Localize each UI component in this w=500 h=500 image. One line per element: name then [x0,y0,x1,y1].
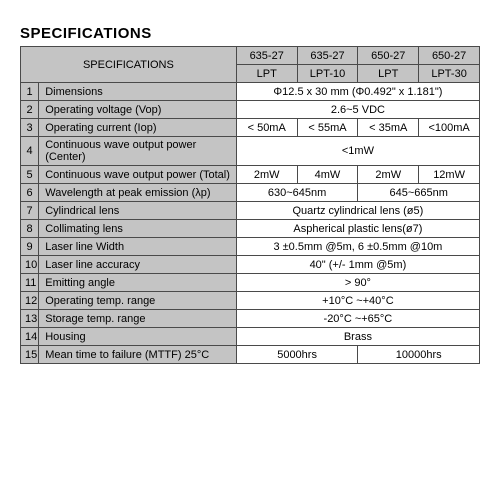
row-param: Operating voltage (Vop) [39,101,237,119]
row-value: Brass [236,328,479,346]
spec-table: SPECIFICATIONS 635-27 635-27 650-27 650-… [20,46,480,364]
row-num: 5 [21,166,39,184]
row-num: 15 [21,346,39,364]
row-param: Housing [39,328,237,346]
row-value: <1mW [236,137,479,166]
table-row: 2 Operating voltage (Vop) 2.6~5 VDC [21,101,480,119]
row-param: Mean time to failure (MTTF) 25°C [39,346,237,364]
header-c4a: 650-27 [419,47,480,65]
row-value: 2mW [236,166,297,184]
row-param: Collimating lens [39,220,237,238]
row-param: Laser line accuracy [39,256,237,274]
row-num: 6 [21,184,39,202]
row-value: -20°C ~+65°C [236,310,479,328]
row-num: 7 [21,202,39,220]
header-c1a: 635-27 [236,47,297,65]
table-row: 11 Emitting angle > 90° [21,274,480,292]
row-num: 12 [21,292,39,310]
header-c4b: LPT-30 [419,65,480,83]
row-param: Wavelength at peak emission (λp) [39,184,237,202]
header-c3b: LPT [358,65,419,83]
row-num: 14 [21,328,39,346]
row-param: Emitting angle [39,274,237,292]
table-row: 4 Continuous wave output power (Center) … [21,137,480,166]
row-value: Φ12.5 x 30 mm (Φ0.492" x 1.181") [236,83,479,101]
header-c1b: LPT [236,65,297,83]
row-num: 9 [21,238,39,256]
row-param: Continuous wave output power (Center) [39,137,237,166]
table-row: 12 Operating temp. range +10°C ~+40°C [21,292,480,310]
header-row-1: SPECIFICATIONS 635-27 635-27 650-27 650-… [21,47,480,65]
row-num: 10 [21,256,39,274]
row-param: Operating current (Iop) [39,119,237,137]
row-value: < 50mA [236,119,297,137]
row-value: 5000hrs [236,346,358,364]
row-param: Laser line Width [39,238,237,256]
row-value: 10000hrs [358,346,480,364]
table-row: 15 Mean time to failure (MTTF) 25°C 5000… [21,346,480,364]
row-value: 2mW [358,166,419,184]
row-num: 8 [21,220,39,238]
row-param: Storage temp. range [39,310,237,328]
row-value: < 35mA [358,119,419,137]
table-row: 9 Laser line Width 3 ±0.5mm @5m, 6 ±0.5m… [21,238,480,256]
table-row: 10 Laser line accuracy 40" (+/- 1mm @5m) [21,256,480,274]
row-value: < 55mA [297,119,358,137]
table-row: 14 Housing Brass [21,328,480,346]
row-value: <100mA [419,119,480,137]
row-param: Cylindrical lens [39,202,237,220]
row-value: 630~645nm [236,184,358,202]
row-num: 11 [21,274,39,292]
table-row: 7 Cylindrical lens Quartz cylindrical le… [21,202,480,220]
row-param: Dimensions [39,83,237,101]
table-row: 3 Operating current (Iop) < 50mA < 55mA … [21,119,480,137]
row-param: Operating temp. range [39,292,237,310]
row-value: 645~665nm [358,184,480,202]
table-row: 6 Wavelength at peak emission (λp) 630~6… [21,184,480,202]
row-num: 13 [21,310,39,328]
table-row: 13 Storage temp. range -20°C ~+65°C [21,310,480,328]
header-spec: SPECIFICATIONS [21,47,237,83]
row-num: 4 [21,137,39,166]
row-num: 2 [21,101,39,119]
row-value: 4mW [297,166,358,184]
row-param: Continuous wave output power (Total) [39,166,237,184]
header-c2a: 635-27 [297,47,358,65]
header-c2b: LPT-10 [297,65,358,83]
table-row: 5 Continuous wave output power (Total) 2… [21,166,480,184]
row-value: 2.6~5 VDC [236,101,479,119]
row-value: Aspherical plastic lens(ø7) [236,220,479,238]
page-title: SPECIFICATIONS [20,25,480,42]
row-num: 3 [21,119,39,137]
row-value: Quartz cylindrical lens (ø5) [236,202,479,220]
table-row: 8 Collimating lens Aspherical plastic le… [21,220,480,238]
row-value: 3 ±0.5mm @5m, 6 ±0.5mm @10m [236,238,479,256]
row-value: 12mW [419,166,480,184]
row-num: 1 [21,83,39,101]
row-value: 40" (+/- 1mm @5m) [236,256,479,274]
table-row: 1 Dimensions Φ12.5 x 30 mm (Φ0.492" x 1.… [21,83,480,101]
row-value: > 90° [236,274,479,292]
row-value: +10°C ~+40°C [236,292,479,310]
header-c3a: 650-27 [358,47,419,65]
